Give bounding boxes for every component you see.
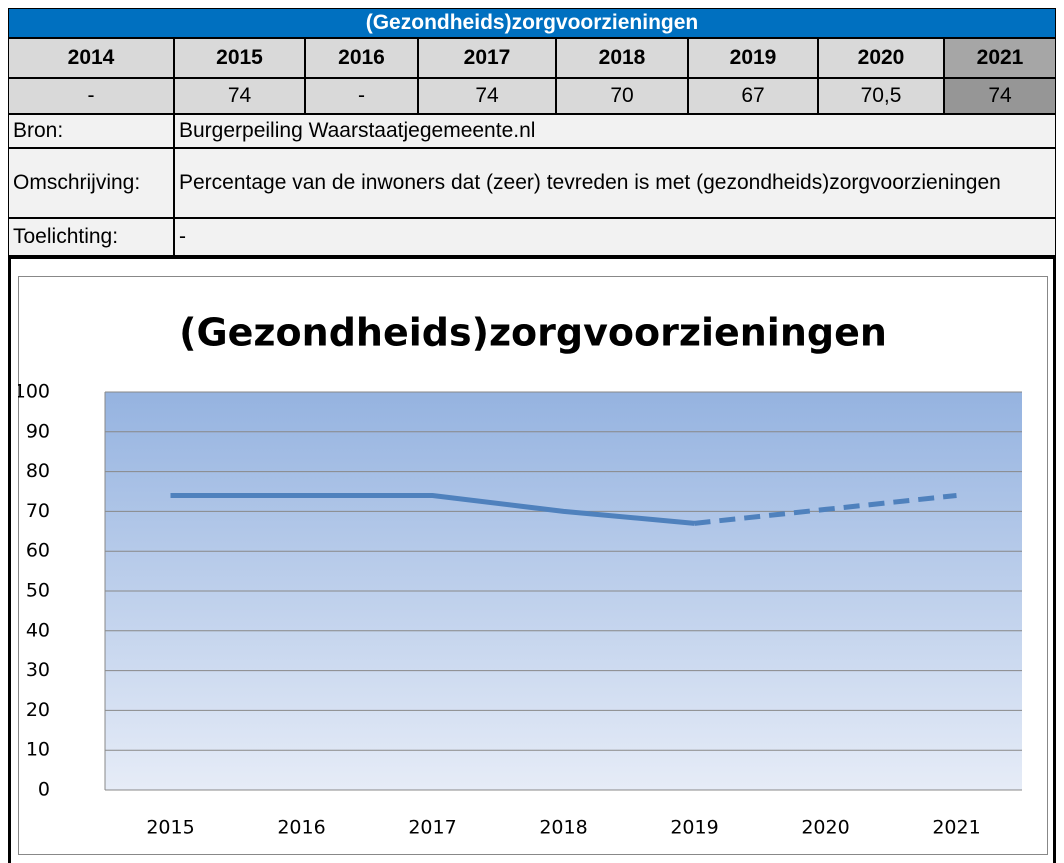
line-series: [694, 492, 957, 526]
year-header: 2014: [8, 38, 174, 78]
row-label: Bron:: [8, 114, 174, 148]
y-tick-label: 100: [18, 381, 50, 403]
y-tick-label: 50: [26, 580, 50, 602]
year-value: -: [8, 78, 174, 114]
year-header: 2020: [818, 38, 944, 78]
table-title: (Gezondheids)zorgvoorzieningen: [8, 8, 1056, 38]
row-text: Burgerpeiling Waarstaatjegemeente.nl: [174, 114, 1056, 148]
year-value: 70,5: [818, 78, 944, 114]
year-value: 74: [418, 78, 556, 114]
x-tick-label: 2019: [670, 817, 718, 839]
chart: (Gezondheids)zorgvoorzieningen 0 10 20 30 40…: [18, 276, 1048, 855]
x-tick-label: 2015: [146, 817, 194, 839]
y-tick-label: 40: [26, 619, 50, 641]
row-text: Percentage van de inwoners dat (zeer) te…: [174, 148, 1056, 218]
chart-frame: [8, 256, 1056, 863]
year-header: 2015: [174, 38, 305, 78]
row-label: Omschrijving:: [8, 148, 174, 218]
year-header: 2021: [944, 38, 1056, 78]
y-tick-label: 20: [26, 699, 50, 721]
x-tick-label: 2021: [932, 817, 980, 839]
year-value: -: [305, 78, 418, 114]
year-value: 70: [556, 78, 688, 114]
chart-title: (Gezondheids)zorgvoorzieningen: [179, 311, 887, 355]
row-label: Toelichting:: [8, 218, 174, 256]
year-header: 2018: [556, 38, 688, 78]
x-tick-label: 2020: [801, 817, 849, 839]
x-tick-label: 2018: [539, 817, 587, 839]
y-tick-label: 30: [26, 659, 50, 681]
year-value: 67: [688, 78, 818, 114]
year-header: 2017: [418, 38, 556, 78]
x-tick-label: 2016: [277, 817, 325, 839]
year-header: 2016: [305, 38, 418, 78]
y-tick-label: 70: [26, 500, 50, 522]
x-tick-label: 2017: [408, 817, 456, 839]
y-tick-label: 90: [26, 420, 50, 442]
y-tick-label: 80: [26, 460, 50, 482]
line-series: [170, 492, 695, 526]
y-tick-label: 60: [26, 540, 50, 562]
row-text: -: [174, 218, 1056, 256]
y-tick-label: 0: [38, 779, 50, 801]
year-value: 74: [174, 78, 305, 114]
year-header: 2019: [688, 38, 818, 78]
y-tick-label: 10: [26, 739, 50, 761]
year-value: 74: [944, 78, 1056, 114]
